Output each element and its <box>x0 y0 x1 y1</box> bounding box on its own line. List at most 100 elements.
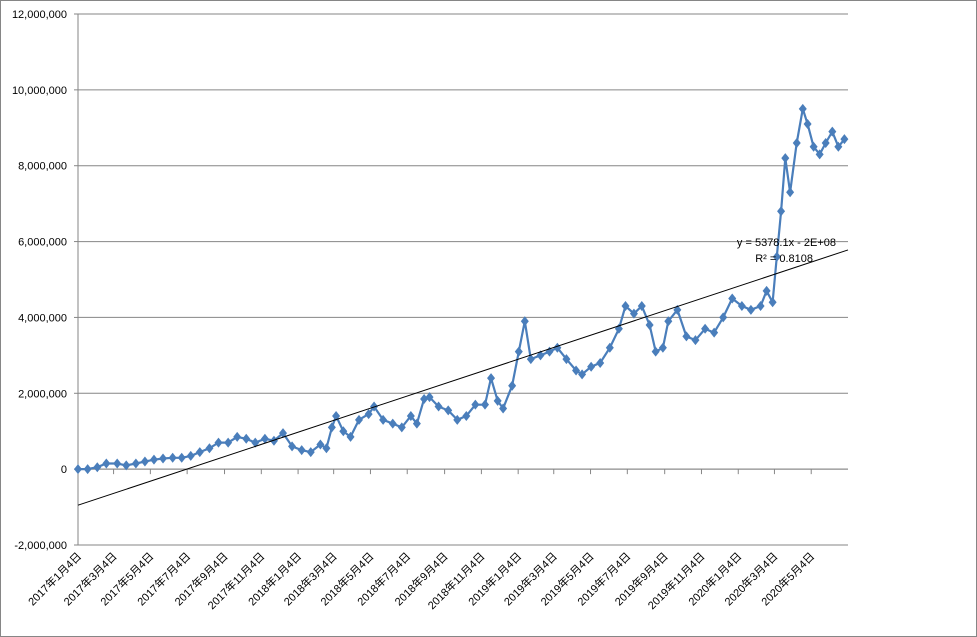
marker <box>233 431 242 442</box>
marker <box>578 369 587 380</box>
marker <box>781 153 790 164</box>
marker <box>83 464 92 475</box>
marker <box>487 373 496 384</box>
y-tick-label: 2,000,000 <box>18 388 67 400</box>
marker <box>682 331 691 342</box>
marker <box>74 464 82 475</box>
marker <box>828 126 837 137</box>
marker <box>651 346 660 357</box>
marker <box>397 422 406 433</box>
marker <box>462 411 471 422</box>
marker <box>140 456 149 467</box>
marker <box>803 118 812 129</box>
marker <box>316 439 325 450</box>
marker <box>710 327 719 338</box>
marker <box>186 450 195 461</box>
marker <box>508 380 517 391</box>
marker <box>214 437 223 448</box>
marker <box>481 399 490 410</box>
marker <box>691 335 700 346</box>
marker <box>762 285 771 296</box>
marker <box>346 431 355 442</box>
marker <box>149 454 158 465</box>
marker <box>260 433 269 444</box>
marker <box>288 441 297 452</box>
marker <box>658 342 667 353</box>
marker <box>701 323 710 334</box>
marker <box>453 414 462 425</box>
y-tick-label: 12,000,000 <box>12 9 67 21</box>
marker <box>122 460 131 471</box>
y-tick-label: 6,000,000 <box>18 237 67 249</box>
marker <box>102 458 111 469</box>
marker <box>499 403 508 414</box>
marker <box>526 354 535 365</box>
y-tick-label: 0 <box>61 464 67 476</box>
marker <box>572 365 581 376</box>
marker <box>637 301 646 312</box>
marker <box>514 346 523 357</box>
marker <box>821 137 830 148</box>
marker <box>562 354 571 365</box>
marker <box>792 137 801 148</box>
marker <box>113 458 122 469</box>
marker <box>327 422 336 433</box>
marker <box>786 187 795 198</box>
marker <box>798 103 807 114</box>
marker <box>444 405 453 416</box>
marker <box>746 304 755 315</box>
marker <box>412 418 421 429</box>
marker <box>737 301 746 312</box>
trendline-equation: y = 5378.1x - 2E+08 <box>737 237 836 249</box>
marker <box>645 320 654 331</box>
marker <box>840 134 849 145</box>
marker <box>388 418 397 429</box>
marker <box>587 361 596 372</box>
marker <box>279 428 288 439</box>
marker <box>434 401 443 412</box>
marker <box>364 409 373 420</box>
marker <box>719 312 728 323</box>
marker <box>297 445 306 456</box>
marker <box>815 149 824 160</box>
marker <box>168 452 177 463</box>
marker <box>629 308 638 319</box>
marker <box>251 437 260 448</box>
trendline <box>77 249 849 506</box>
marker <box>621 301 630 312</box>
marker <box>406 411 415 422</box>
marker <box>777 206 786 217</box>
marker <box>772 251 781 262</box>
marker <box>425 392 434 403</box>
marker <box>605 342 614 353</box>
trendline-r2: R² = 0.8108 <box>755 253 813 265</box>
y-tick-label: 4,000,000 <box>18 312 67 324</box>
marker <box>322 443 331 454</box>
y-tick-label: 8,000,000 <box>18 161 67 173</box>
marker <box>242 433 251 444</box>
marker <box>379 414 388 425</box>
marker <box>354 414 363 425</box>
marker <box>205 443 214 454</box>
marker <box>339 426 348 437</box>
marker <box>93 462 102 473</box>
marker <box>159 453 168 464</box>
marker <box>471 399 480 410</box>
marker <box>131 458 140 469</box>
marker <box>834 141 843 152</box>
marker <box>728 293 737 304</box>
marker <box>493 395 502 406</box>
marker <box>195 447 204 458</box>
marker <box>768 297 777 308</box>
marker <box>520 316 529 327</box>
marker <box>756 301 765 312</box>
marker <box>177 452 186 463</box>
marker <box>809 141 818 152</box>
marker <box>306 447 315 458</box>
marker <box>596 357 605 368</box>
y-tick-label: -2,000,000 <box>14 540 67 552</box>
marker <box>664 316 673 327</box>
y-tick-label: 10,000,000 <box>12 85 67 97</box>
